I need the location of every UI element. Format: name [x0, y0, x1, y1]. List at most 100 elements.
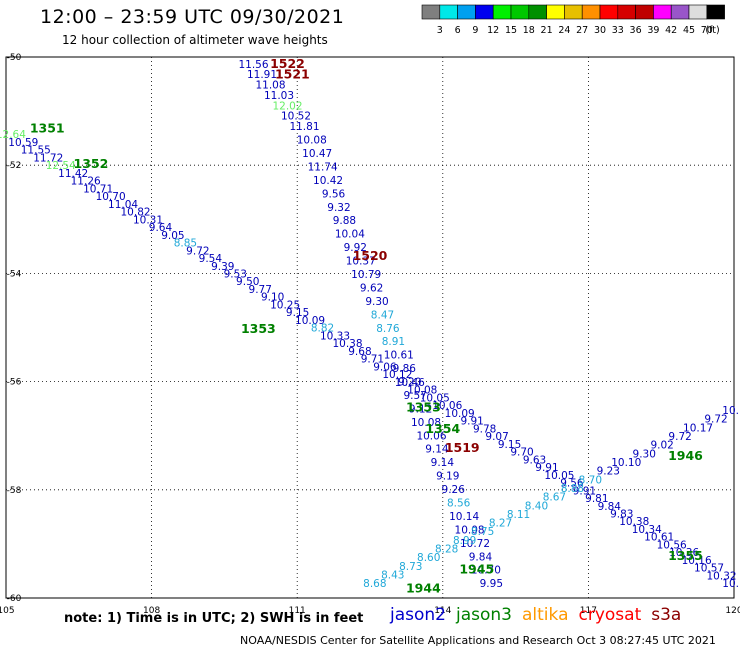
lon-tick-label: 114: [434, 606, 451, 616]
wave-height-value: 9.72: [186, 245, 209, 257]
wave-height-value: 10.57: [694, 563, 724, 575]
wave-height-value: 8.67: [543, 492, 566, 504]
wave-height-value: 9.62: [360, 282, 383, 294]
pass-time-label: 1945: [459, 562, 494, 577]
wave-height-value: 11.91: [247, 69, 277, 81]
wave-height-value: 9.57: [403, 390, 426, 402]
wave-height-value: 9.05: [161, 230, 184, 242]
wave-height-value: 9.84: [598, 501, 622, 513]
pass-time-label: 1519: [445, 440, 480, 455]
wave-height-value: 10.09: [295, 315, 325, 327]
scale-label: 21: [541, 25, 553, 36]
lat-tick-label: -58: [7, 486, 22, 496]
wave-height-value: 9.86: [393, 363, 417, 375]
scale-label: 70: [701, 25, 713, 36]
wave-height-value: 8.70: [579, 474, 602, 486]
wave-height-value: 8.11: [507, 509, 530, 521]
wave-height-value: 8.40: [525, 500, 548, 512]
lon-tick-label: 120: [725, 606, 740, 616]
wave-height-value: 10.32: [707, 570, 737, 582]
wave-height-value: 9.02: [650, 440, 673, 452]
wave-height-value: 9.64: [149, 222, 173, 234]
wave-height-value: 10.79: [351, 269, 381, 281]
scale-label: 24: [558, 25, 570, 36]
lon-tick-label: 108: [143, 606, 160, 616]
lat-tick-label: -54: [7, 269, 22, 279]
wave-height-value: 9.30: [365, 296, 388, 308]
pass-time-label: 1522: [270, 56, 305, 71]
wave-height-value: 10.42: [313, 175, 343, 187]
wave-height-value: 9.20: [398, 377, 421, 389]
wave-height-value: 9.91: [573, 485, 596, 497]
legend-item-jason2: jason2: [390, 605, 446, 625]
wave-height-value: 9.81: [585, 493, 608, 505]
wave-height-value: 9.23: [597, 466, 620, 478]
wave-height-value: 9.19: [436, 471, 459, 483]
lon-tick-label: 105: [0, 606, 15, 616]
wave-height-value: 10.1: [722, 578, 740, 590]
wave-height-value: 9.12: [409, 403, 432, 415]
wave-height-value: 11.56: [238, 59, 268, 71]
wave-height-value: 8.76: [376, 323, 400, 335]
wave-height-value: 9.95: [480, 578, 503, 590]
wave-height-value: 10.06: [416, 430, 446, 442]
wave-height-value: 11.03: [264, 90, 294, 102]
lat-tick-label: -50: [7, 53, 22, 63]
legend-item-s3a: s3a: [651, 605, 682, 625]
map-title: 12:00 – 23:59 UTC 09/30/2021: [40, 6, 345, 28]
wave-height-value: 8.27: [489, 518, 512, 530]
wave-height-value: 11.04: [108, 199, 138, 211]
wave-height-value: 12.64: [0, 129, 26, 141]
lat-tick-label: -52: [7, 161, 22, 171]
wave-height-value: 9.91: [460, 416, 483, 428]
pass-time-label: 1352: [74, 156, 109, 171]
wave-height-value: 12.02: [272, 100, 302, 112]
wave-height-value: 10.34: [632, 524, 662, 536]
legend-item-cryosat: cryosat: [578, 605, 642, 625]
wave-height-value: 10.38: [619, 516, 649, 528]
scale-label: 3: [437, 25, 443, 36]
wave-height-value: 11.26: [71, 176, 101, 188]
wave-height-value: 10.1: [722, 405, 740, 417]
wave-height-value: 10.12: [382, 369, 412, 381]
wave-height-value: 10.08: [407, 385, 437, 397]
wave-height-value: 8.43: [381, 570, 404, 582]
wave-height-value: 9.32: [327, 202, 350, 214]
wave-height-value: 10.61: [384, 350, 414, 362]
scale-label: 27: [576, 25, 588, 36]
scale-label: 42: [665, 25, 677, 36]
wave-height-value: 9.70: [510, 447, 533, 459]
wave-height-value: 10.36: [669, 547, 699, 559]
pass-time-label: 1944: [406, 581, 441, 596]
wave-height-value: 9.15: [286, 307, 309, 319]
wave-height-value: 10.16: [682, 555, 712, 567]
wave-height-value: 10.56: [657, 539, 687, 551]
wave-height-value: 11.08: [255, 80, 285, 92]
pass-time-label: 1353: [241, 321, 276, 336]
wave-height-value: 8.88: [561, 483, 584, 495]
wave-height-value: 9.54: [199, 253, 223, 265]
wave-height-value: 10.46: [395, 377, 425, 389]
wave-height-value: 9.68: [348, 346, 371, 358]
swh-color-scale: 3 6 9 12 15 18 21 24 27 30 33 36 39 42 45 70(ft): [421, 4, 725, 36]
wave-height-value: 9.06: [373, 361, 397, 373]
wave-height-value: 10.70: [96, 191, 126, 203]
lon-tick-label: 117: [580, 606, 597, 616]
wave-height-value: 10.14: [449, 511, 479, 523]
wave-height-value: 10.33: [320, 330, 350, 342]
lat-tick-label: -60: [7, 594, 22, 604]
wave-height-value: 9.77: [249, 284, 272, 296]
wave-height-value: 10.82: [121, 207, 151, 219]
wave-height-value: 10.09: [445, 408, 475, 420]
scale-swatch: [706, 4, 725, 20]
wave-height-value: 9.78: [473, 423, 496, 435]
wave-height-value: 9.72: [704, 414, 727, 426]
wave-height-value: 8.99: [453, 535, 476, 547]
wave-height-value: 11.55: [21, 145, 51, 157]
wave-height-value: 10.37: [346, 256, 376, 268]
scale-label: 12: [487, 25, 499, 36]
pass-time-label: 1520: [353, 248, 388, 263]
wave-height-value: 9.56: [560, 478, 584, 490]
wave-height-value: 8.28: [435, 544, 458, 556]
